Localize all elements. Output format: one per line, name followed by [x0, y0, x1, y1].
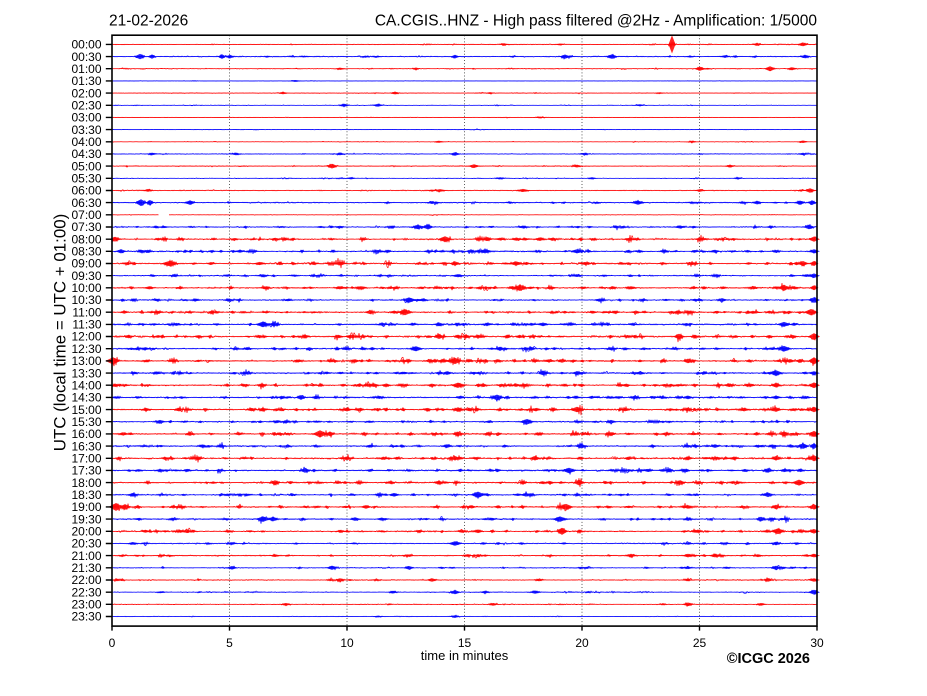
svg-text:13:00: 13:00 — [71, 354, 101, 368]
svg-text:11:30: 11:30 — [72, 318, 101, 332]
svg-text:30: 30 — [810, 636, 824, 650]
svg-text:25: 25 — [693, 636, 707, 650]
svg-text:08:00: 08:00 — [71, 232, 101, 246]
svg-text:04:30: 04:30 — [71, 147, 101, 161]
svg-text:22:00: 22:00 — [71, 573, 101, 587]
svg-text:00:00: 00:00 — [71, 38, 101, 52]
svg-text:21:30: 21:30 — [71, 561, 101, 575]
svg-text:01:30: 01:30 — [71, 74, 101, 88]
svg-text:UTC (local time = UTC + 01:00): UTC (local time = UTC + 01:00) — [51, 214, 70, 451]
svg-text:06:00: 06:00 — [71, 184, 101, 198]
svg-text:5: 5 — [226, 636, 233, 650]
svg-text:15:00: 15:00 — [71, 403, 101, 417]
svg-text:10:30: 10:30 — [71, 293, 101, 307]
svg-text:01:00: 01:00 — [71, 62, 101, 76]
svg-text:23:00: 23:00 — [71, 598, 101, 612]
svg-text:05:30: 05:30 — [71, 172, 101, 186]
svg-text:04:00: 04:00 — [71, 135, 101, 149]
svg-text:07:30: 07:30 — [71, 220, 101, 234]
svg-text:©ICGC 2026: ©ICGC 2026 — [727, 651, 810, 667]
svg-text:12:30: 12:30 — [71, 342, 101, 356]
svg-text:14:00: 14:00 — [71, 378, 101, 392]
svg-text:15:30: 15:30 — [71, 415, 101, 429]
svg-text:17:00: 17:00 — [71, 452, 101, 466]
svg-text:03:30: 03:30 — [71, 123, 101, 137]
svg-text:20:00: 20:00 — [71, 525, 101, 539]
svg-text:12:00: 12:00 — [71, 330, 101, 344]
svg-text:22:30: 22:30 — [71, 585, 101, 599]
svg-text:16:00: 16:00 — [71, 427, 101, 441]
svg-text:21-02-2026: 21-02-2026 — [109, 13, 188, 30]
svg-text:19:00: 19:00 — [71, 500, 101, 514]
svg-text:09:00: 09:00 — [71, 257, 101, 271]
svg-text:18:00: 18:00 — [71, 476, 101, 490]
svg-text:18:30: 18:30 — [71, 488, 101, 502]
svg-text:17:30: 17:30 — [71, 464, 101, 478]
svg-text:02:30: 02:30 — [71, 99, 101, 113]
svg-text:time in minutes: time in minutes — [421, 648, 509, 663]
svg-text:0: 0 — [109, 636, 116, 650]
svg-text:00:30: 00:30 — [71, 50, 101, 64]
svg-text:08:30: 08:30 — [71, 245, 101, 259]
svg-text:CA.CGIS..HNZ - High pass filte: CA.CGIS..HNZ - High pass filtered @2Hz -… — [375, 13, 818, 30]
svg-text:11:00: 11:00 — [72, 305, 101, 319]
svg-text:07:00: 07:00 — [71, 208, 101, 222]
svg-text:16:30: 16:30 — [71, 439, 101, 453]
svg-text:10: 10 — [340, 636, 354, 650]
svg-text:20: 20 — [575, 636, 589, 650]
svg-text:14:30: 14:30 — [71, 391, 101, 405]
svg-text:19:30: 19:30 — [71, 512, 101, 526]
svg-text:15: 15 — [458, 636, 472, 650]
svg-text:21:00: 21:00 — [71, 549, 101, 563]
svg-text:03:00: 03:00 — [71, 111, 101, 125]
svg-text:06:30: 06:30 — [71, 196, 101, 210]
svg-text:20:30: 20:30 — [71, 537, 101, 551]
svg-text:05:00: 05:00 — [71, 159, 101, 173]
svg-text:10:00: 10:00 — [71, 281, 101, 295]
svg-text:02:00: 02:00 — [71, 86, 101, 100]
svg-text:13:30: 13:30 — [71, 366, 101, 380]
svg-text:09:30: 09:30 — [71, 269, 101, 283]
svg-text:23:30: 23:30 — [71, 610, 101, 624]
